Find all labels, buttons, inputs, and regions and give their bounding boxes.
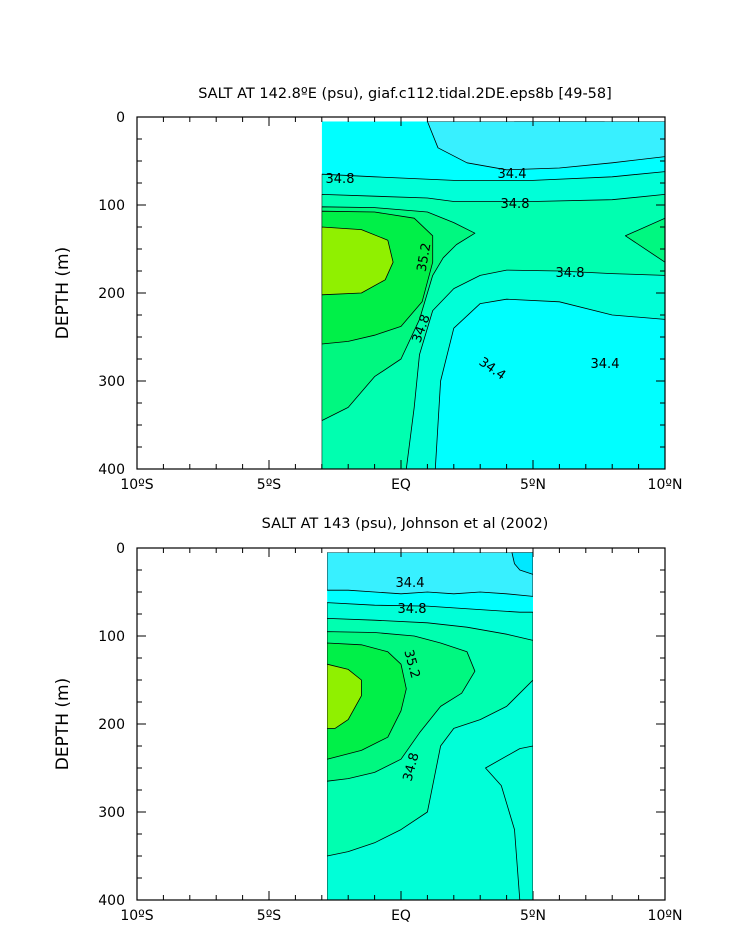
salinity-contour-34-4 [327,552,533,597]
salinity-contour-35-4 [321,226,394,296]
y-axis-label: DEPTH (m) [53,247,73,339]
y-tick-label: 100 [98,198,125,214]
contour-label: 35.2 [400,648,422,680]
contour-fills [327,552,533,901]
x-tick-label: 10ºS [120,908,153,924]
salinity-contour-34-4 [427,121,665,171]
y-tick-label: 400 [98,893,125,909]
x-tick-label: 10ºN [648,477,683,493]
contour-label: 34.8 [501,197,530,212]
observed-salinity-chart: SALT AT 143 (psu), Johnson et al (2002) 3… [53,516,683,924]
y-axis-label: DEPTH (m) [53,678,73,770]
contour-label: 34.4 [396,576,425,591]
model-salinity-chart: SALT AT 142.8ºE (psu), giaf.c112.tidal.2… [53,86,683,493]
contour-fills [321,121,665,470]
contour-label: 34.8 [401,751,423,783]
observed-salinity-panel: SALT AT 143 (psu), Johnson et al (2002) 3… [0,430,733,945]
x-tick-label: 5ºS [257,477,282,493]
y-tick-label: 300 [98,805,125,821]
contour-label: 34.4 [498,167,527,182]
x-tick-label: 5ºN [520,477,546,493]
salinity-contour-34 [511,552,533,575]
contour-label: 34.8 [556,266,585,281]
y-tick-label: 200 [98,717,125,733]
y-tick-label: 0 [116,541,125,557]
y-tick-label: 300 [98,374,125,390]
contour-label: 34.8 [326,172,355,187]
x-tick-label: 5ºS [257,908,282,924]
salinity-contour-35 [625,217,665,263]
x-tick-label: 5ºN [520,908,546,924]
chart-title: SALT AT 143 (psu), Johnson et al (2002) [262,516,549,532]
contour-label: 34.8 [398,602,427,617]
y-tick-label: 100 [98,629,125,645]
chart-title: SALT AT 142.8ºE (psu), giaf.c112.tidal.2… [198,86,612,102]
contour-label: 34.4 [591,357,620,372]
y-tick-label: 400 [98,462,125,478]
y-tick-label: 0 [116,110,125,126]
contour-label: 35.2 [415,242,435,273]
model-salinity-panel: SALT AT 142.8ºE (psu), giaf.c112.tidal.2… [53,86,683,493]
x-tick-label: EQ [391,477,411,493]
x-tick-label: 10ºN [648,908,683,924]
x-tick-label: EQ [391,908,411,924]
y-tick-label: 200 [98,286,125,302]
salinity-contour-35-4 [327,663,362,729]
x-tick-label: 10ºS [120,477,153,493]
